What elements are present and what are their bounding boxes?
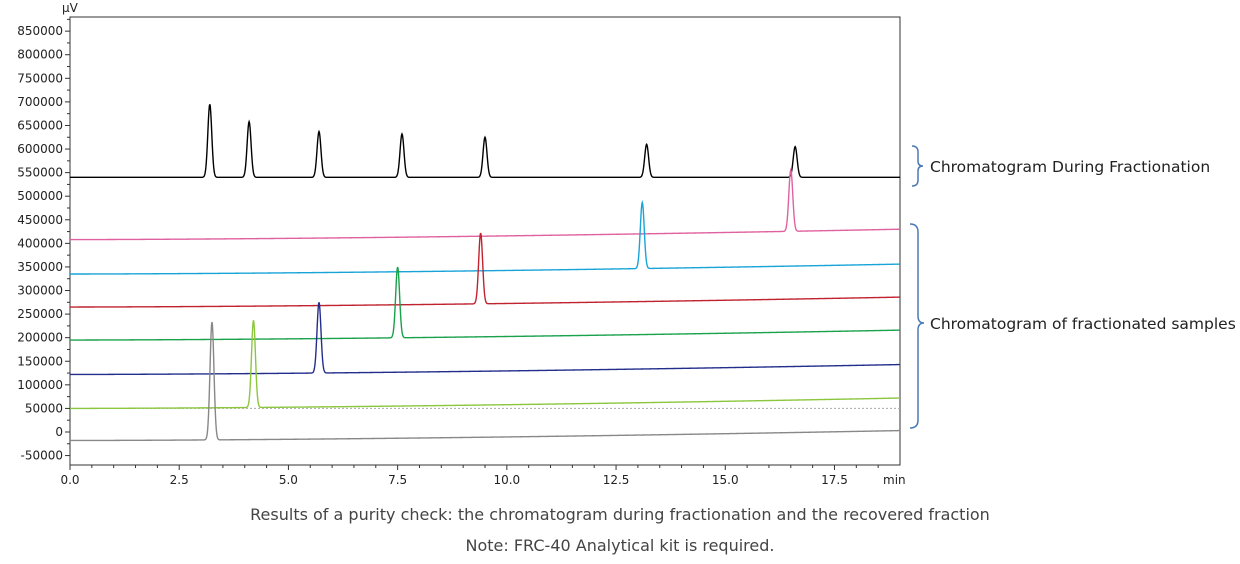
y-tick-label: 750000 [17,71,63,85]
y-tick-label: 400000 [17,236,63,250]
y-tick-label: 100000 [17,378,63,392]
y-tick-label: 250000 [17,307,63,321]
series-trace-3 [70,232,901,308]
bracket-fractionated-samples [909,223,925,429]
x-unit-label: min [883,473,906,487]
x-tick-label: 2.5 [170,473,189,487]
y-tick-label: 150000 [17,354,63,368]
x-tick-label: 5.0 [279,473,298,487]
chromatogram-chart: -50000 0 50000 100000 150000 200000 250000 3000… [17,1,1236,487]
y-tick-label: 850000 [17,24,63,38]
y-tick-label: 700000 [17,95,63,109]
plot-frame [69,16,901,466]
label-fractionated-samples: Chromatogram of fractionated samples [930,315,1236,333]
series-group [70,104,901,442]
x-tick-label: 15.0 [712,473,739,487]
x-tick-label: 17.5 [821,473,848,487]
x-axis: 0.0 2.5 5.0 7.5 10.0 12.5 15.0 17.5 [60,465,879,487]
x-tick-label: 7.5 [388,473,407,487]
y-tick-label: -50000 [20,449,63,463]
series-trace-2 [70,199,901,275]
y-axis: -50000 0 50000 100000 150000 200000 250000 3000… [17,18,70,463]
series-trace-7 [70,321,901,442]
y-tick-label: 650000 [17,118,63,132]
y-tick-label: 500000 [17,189,63,203]
caption-line-2: Note: FRC-40 Analytical kit is required. [465,536,775,555]
x-tick-label: 0.0 [60,473,79,487]
bracket-during-fractionation [911,145,924,187]
series-trace-5 [70,302,901,376]
y-tick-label: 350000 [17,260,63,274]
y-tick-label: 300000 [17,284,63,298]
y-unit-label: µV [62,1,79,15]
series-trace-1 [70,167,901,241]
series-trace-4 [70,266,901,341]
y-tick-label: 50000 [25,401,63,415]
y-tick-label: 0 [55,425,63,439]
series-trace-0 [70,104,900,179]
y-tick-label: 600000 [17,142,63,156]
label-during-fractionation: Chromatogram During Fractionation [930,158,1210,176]
y-tick-label: 200000 [17,331,63,345]
y-tick-label: 450000 [17,213,63,227]
x-tick-label: 12.5 [603,473,630,487]
series-trace-6 [70,320,900,410]
x-tick-label: 10.0 [493,473,520,487]
y-tick-label: 800000 [17,48,63,62]
y-tick-label: 550000 [17,166,63,180]
caption-line-1: Results of a purity check: the chromatog… [250,505,990,524]
